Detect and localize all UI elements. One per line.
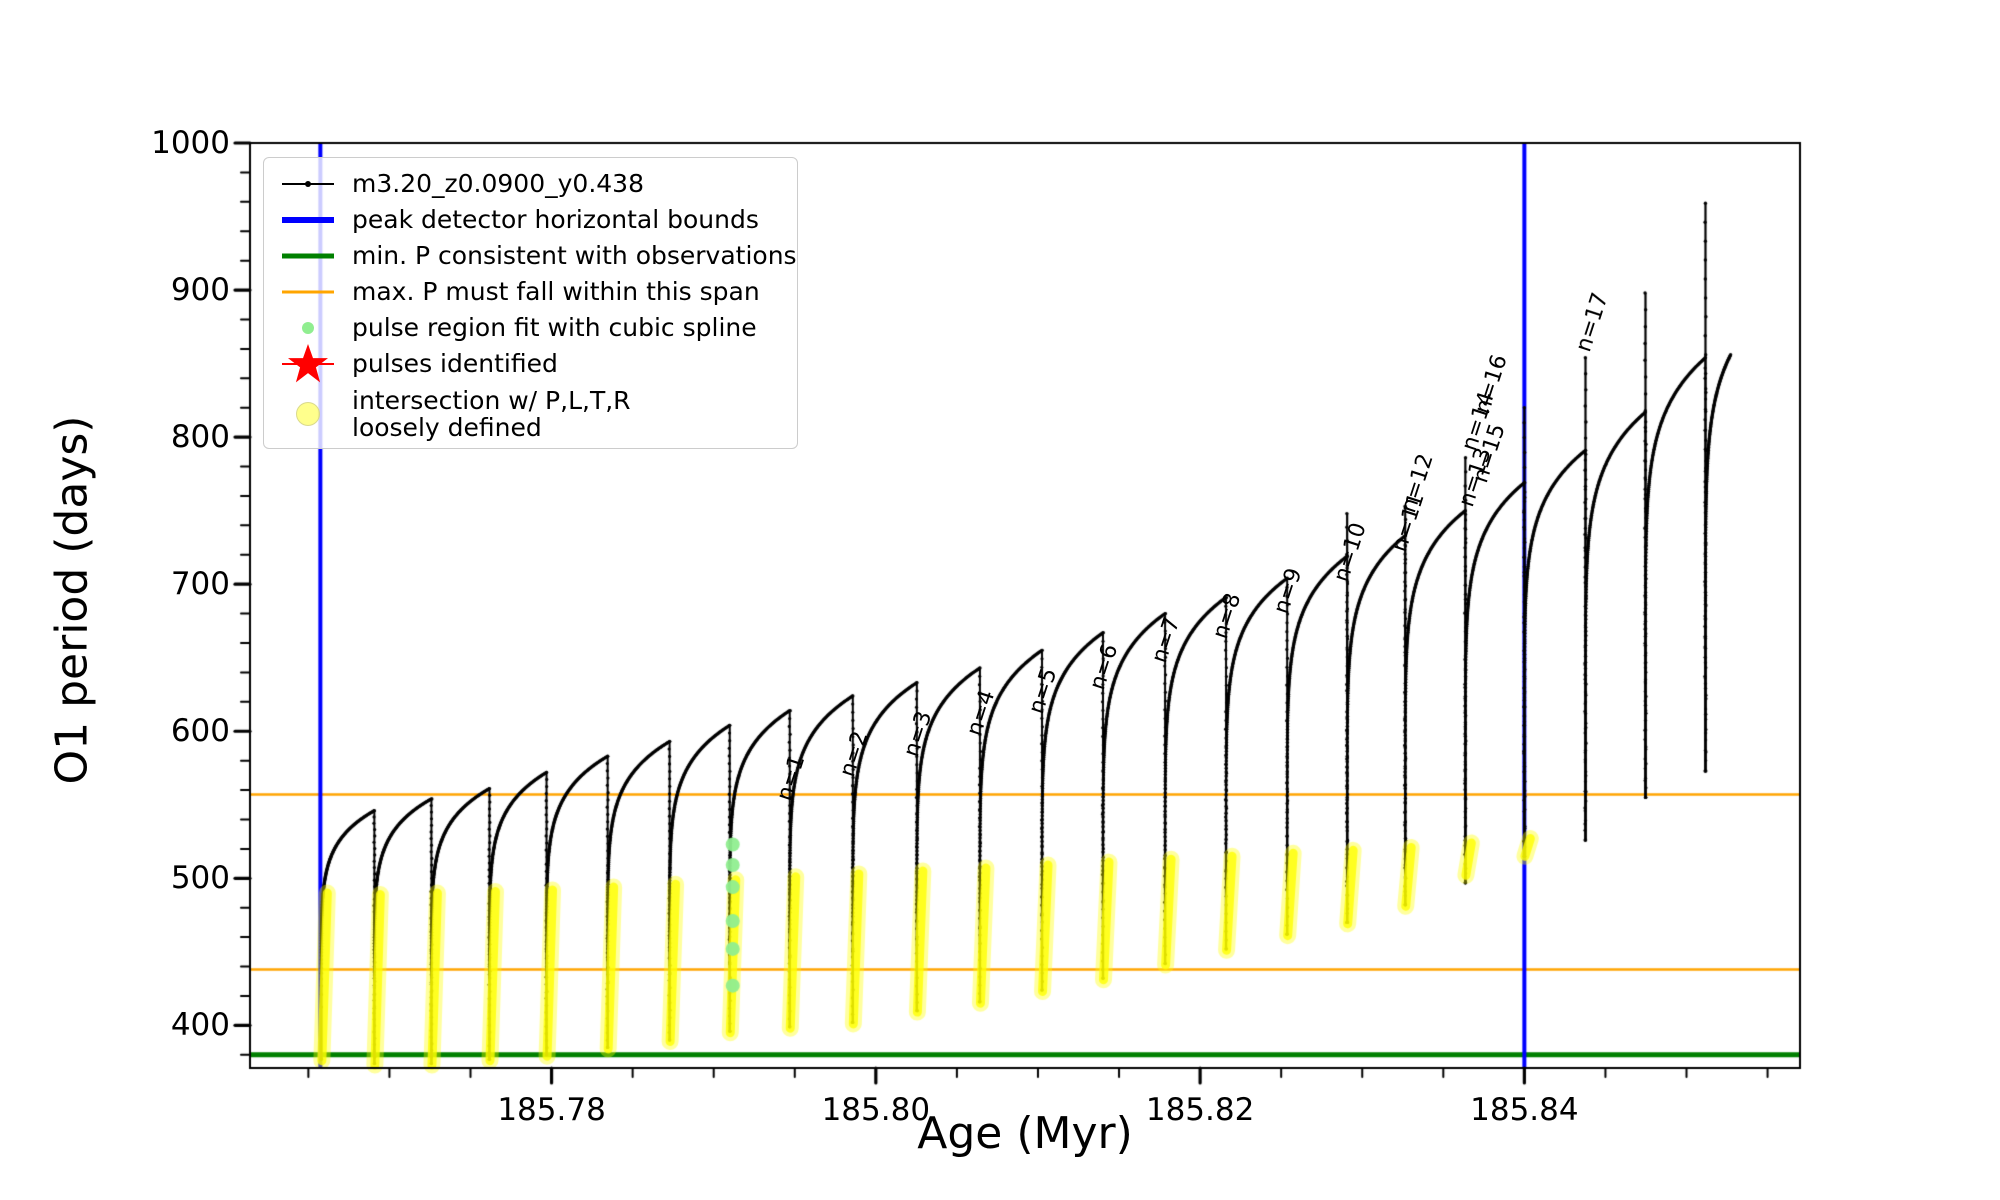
figure-root: O1 period (days) Age (Myr) 185.78 185.80 1… <box>0 0 2000 1200</box>
y-tick-label: 600 <box>110 713 230 749</box>
x-tick-label: 185.82 <box>1146 1092 1254 1128</box>
legend-item-intersection: intersection w/ P,L,T,R loosely defined <box>264 382 797 446</box>
yellow-dot-swatch <box>264 402 352 426</box>
legend-label: pulses identified <box>352 350 558 378</box>
legend-label: intersection w/ P,L,T,R loosely defined <box>352 387 631 442</box>
x-tick-label: 185.84 <box>1470 1092 1578 1128</box>
y-tick-label: 500 <box>110 860 230 896</box>
legend-item-max-p: max. P must fall within this span <box>264 274 797 310</box>
x-tick-label: 185.78 <box>497 1092 605 1128</box>
y-tick-label: 700 <box>110 566 230 602</box>
legend-label: m3.20_z0.0900_y0.438 <box>352 170 644 198</box>
x-tick-label: 185.80 <box>822 1092 930 1128</box>
legend-item-peak-bounds: peak detector horizontal bounds <box>264 202 797 238</box>
y-tick-label: 400 <box>110 1007 230 1043</box>
legend-item-series: m3.20_z0.0900_y0.438 <box>264 166 797 202</box>
legend-item-pulse-region: pulse region fit with cubic spline <box>264 310 797 346</box>
legend-item-min-p: min. P consistent with observations <box>264 238 797 274</box>
legend-label: min. P consistent with observations <box>352 242 797 270</box>
y-tick-label: 1000 <box>110 125 230 161</box>
y-axis-label: O1 period (days) <box>47 416 98 785</box>
legend-label: pulse region fit with cubic spline <box>352 314 757 342</box>
y-tick-label: 900 <box>110 272 230 308</box>
red-star-swatch <box>264 344 352 384</box>
x-axis-label: Age (Myr) <box>917 1108 1133 1159</box>
green-dot-swatch <box>264 322 352 334</box>
legend-item-pulses: pulses identified <box>264 346 797 382</box>
legend-box: m3.20_z0.0900_y0.438 peak detector horiz… <box>263 157 798 449</box>
y-tick-label: 800 <box>110 419 230 455</box>
legend-label: max. P must fall within this span <box>352 278 760 306</box>
legend-label: peak detector horizontal bounds <box>352 206 759 234</box>
